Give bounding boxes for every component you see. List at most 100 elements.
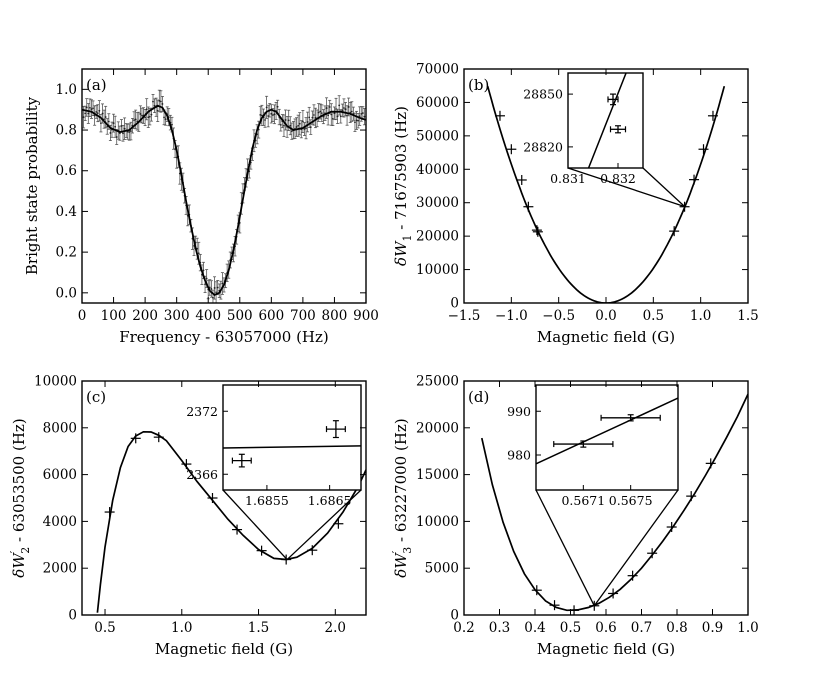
point-dot [98, 109, 101, 112]
data-point [290, 122, 294, 140]
data-point [334, 97, 338, 121]
data-point [348, 102, 352, 123]
y-axis-label: δW′3 - 63227000 (Hz) [390, 418, 414, 577]
point-dot [204, 283, 206, 286]
x-tick-label: 0.8 [666, 620, 687, 636]
data-point [216, 280, 220, 296]
data-point [156, 99, 160, 122]
point-dot [171, 123, 173, 126]
x-tick-label: 0.5675 [609, 493, 653, 508]
point-dot [114, 125, 117, 128]
data-point [129, 121, 133, 141]
point-dot [336, 115, 339, 118]
data-point [627, 570, 638, 581]
y-tick-label: 15000 [416, 467, 459, 483]
data-point [323, 105, 327, 121]
inset-frame [535, 384, 679, 491]
data-point [86, 103, 90, 124]
x-axis-label: Frequency - 63057000 (Hz) [119, 328, 329, 346]
point-dot [164, 118, 167, 121]
point-dot [148, 115, 151, 118]
inset-bg [223, 385, 361, 490]
point-dot [344, 108, 347, 111]
x-tick-label: 0.5671 [561, 493, 605, 508]
point-dot [85, 106, 88, 109]
point-dot [161, 103, 164, 105]
zoom-connector [535, 489, 595, 607]
x-tick-label: 0.4 [524, 620, 545, 636]
x-tick-label: 1.6855 [245, 493, 289, 508]
data-point [214, 281, 218, 303]
x-tick-label: −0.5 [542, 308, 575, 324]
x-tick-label: −1.0 [495, 308, 528, 324]
x-tick-label: 0.7 [631, 620, 652, 636]
point-dot [153, 104, 156, 107]
data-point [332, 106, 336, 120]
y-axis-label: Bright state probability [23, 96, 41, 275]
zoom-connector [567, 167, 685, 208]
data-points [494, 110, 718, 237]
point-dot [115, 136, 118, 138]
data-point [307, 545, 318, 556]
data-points [82, 89, 366, 303]
x-tick-label: 1.0 [171, 620, 192, 636]
point-dot [295, 126, 298, 128]
data-point [329, 103, 333, 126]
data-point [325, 97, 329, 119]
data-point [549, 600, 560, 611]
point-dot [325, 107, 328, 109]
point-dot [328, 106, 331, 108]
point-dot [90, 108, 93, 111]
inset-c: 1.6855 1.6865 2366 2372 [186, 384, 362, 561]
point-dot [197, 252, 200, 255]
point-dot [317, 111, 320, 114]
ylabel-sub: 2 [19, 547, 32, 554]
data-point [85, 98, 89, 117]
data-point [523, 201, 534, 212]
panel-d: 0.5671 0.5675 980 990 0.2 0.3 0.4 0.5 0.6 0.7 0.8 0… [390, 374, 759, 659]
y-tick-label: 0.8 [56, 123, 77, 139]
panel-label: (b) [468, 76, 489, 94]
axes-frame [81, 380, 367, 616]
y-tick-label: 6000 [43, 467, 77, 483]
x-tick-label: 0.831 [550, 171, 586, 186]
data-point [121, 125, 125, 142]
x-tick-label: 0.5 [560, 620, 581, 636]
point-dot [212, 296, 214, 299]
point-dot [360, 112, 363, 115]
y-tick-label: 10000 [416, 262, 459, 278]
x-tick-label: 0.2 [453, 620, 474, 636]
point-dot [361, 112, 364, 114]
x-tick-label: 0.5 [643, 308, 664, 324]
point-dot [82, 116, 85, 119]
x-axis-label: Magnetic field (G) [537, 328, 675, 346]
x-tick-label: −1.5 [448, 308, 481, 324]
x-tick-label: 1.5 [248, 620, 269, 636]
ylabel-sub: 3 [401, 547, 414, 554]
point-dot [305, 127, 307, 130]
point-dot [145, 108, 148, 111]
point-dot [301, 120, 304, 123]
data-point [281, 554, 292, 565]
y-tick-label: 0 [450, 608, 459, 624]
data-point [669, 226, 680, 237]
point-dot [92, 107, 94, 110]
point-dot [306, 121, 309, 123]
x-tick-label: 300 [164, 308, 190, 324]
point-dot [290, 130, 293, 133]
inset-frame [222, 384, 362, 491]
point-dot [314, 117, 317, 119]
point-dot [297, 124, 300, 127]
data-point [295, 117, 299, 137]
data-point [217, 283, 221, 298]
y-tick-label: 0.2 [56, 245, 77, 261]
data-point [265, 95, 269, 119]
ylabel-rest: - 63227000 (Hz) [392, 418, 410, 546]
x-tick-label: 1.0 [690, 308, 711, 324]
data-point [298, 112, 302, 136]
plot-area [96, 430, 366, 613]
point-dot [202, 269, 205, 272]
x-tick-label: 1.5 [737, 308, 758, 324]
point-dot [96, 112, 99, 115]
data-point [88, 98, 92, 118]
